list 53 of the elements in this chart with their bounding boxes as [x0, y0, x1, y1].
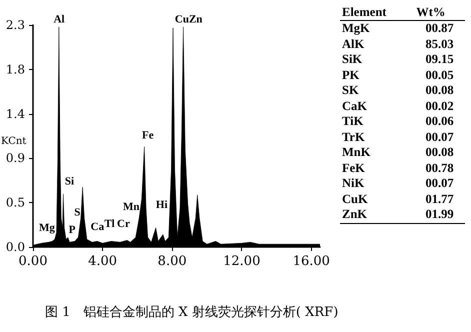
- annotation: Mn: [123, 200, 140, 213]
- data-label: 00.07: [424, 176, 455, 192]
- data-label: 00.08: [424, 145, 455, 160]
- annotation: Ca: [90, 221, 105, 234]
- category-label: MnK: [341, 145, 372, 160]
- text: Element: [340, 4, 414, 20]
- data-label: 00.08: [424, 83, 455, 98]
- annotation: Hi: [156, 198, 168, 211]
- y-tick-label: 1.8: [6, 62, 25, 76]
- category-label: CuK: [341, 192, 369, 207]
- y-tick-label: 2.3: [6, 18, 25, 32]
- data-label: 00.87: [424, 20, 455, 36]
- annotation: P: [68, 224, 76, 236]
- x-tick-label: 8.00: [158, 254, 187, 269]
- text: Wt%: [414, 4, 465, 20]
- category-label: ZnK: [340, 207, 414, 223]
- x-tick-label: 16.00: [292, 254, 330, 269]
- y-tick-label: 0.0: [6, 240, 25, 254]
- category-label: TrK: [341, 130, 366, 145]
- x-tick-label: 0.00: [18, 254, 48, 269]
- x-tick-label: 12.00: [223, 254, 260, 269]
- category-label: SK: [341, 83, 360, 98]
- data-label: 01.99: [414, 207, 465, 223]
- annotation: CuZn: [174, 14, 202, 26]
- data-label: 09.15: [424, 52, 455, 68]
- data-label: 00.02: [424, 98, 455, 114]
- category-label: NiK: [341, 176, 366, 192]
- category-label: MgK: [341, 20, 371, 36]
- data-label: 00.05: [424, 68, 455, 83]
- category-label: PK: [341, 68, 360, 83]
- annotation: Si: [64, 176, 74, 188]
- category-label: TiK: [341, 114, 364, 130]
- annotation: Al: [54, 14, 65, 26]
- annotation: S: [74, 206, 80, 219]
- annotation: Fe: [142, 129, 154, 142]
- category-label: AlK: [341, 36, 366, 52]
- annotation: Cr: [117, 218, 130, 230]
- y-tick-label: 1.4: [6, 106, 26, 121]
- x-tick-label: 4.00: [88, 254, 118, 269]
- text: 图 1 铝硅合金制品的 X 射线荧光探针分析( XRF): [45, 305, 338, 320]
- data-label: 85.03: [424, 36, 455, 52]
- annotation: Tl: [104, 218, 115, 230]
- data-label: 00.07: [424, 130, 455, 145]
- category-label: SiK: [341, 52, 364, 68]
- category-label: CaK: [341, 98, 368, 114]
- data-label: 00.06: [424, 114, 455, 130]
- data-label: 01.77: [424, 192, 455, 207]
- category-label: FeK: [341, 160, 366, 176]
- data-label: 00.78: [424, 160, 455, 176]
- y-tick-label: 0.9: [6, 151, 25, 166]
- y-axis-title: KCnt: [1, 136, 26, 148]
- annotation: Mg: [38, 222, 56, 234]
- y-tick-label: 0.5: [6, 196, 25, 210]
